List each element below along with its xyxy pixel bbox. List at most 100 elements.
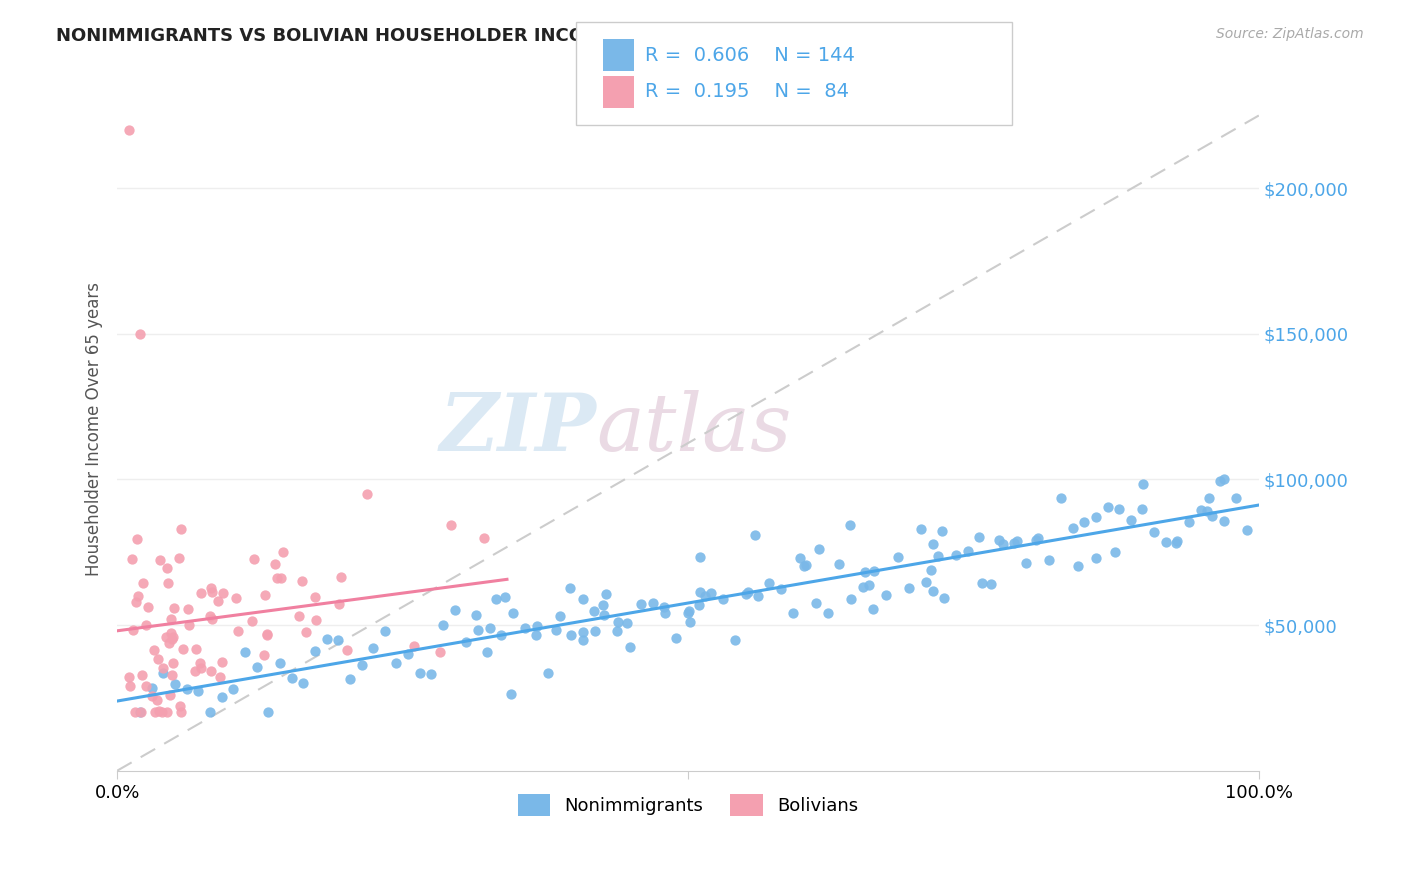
Point xyxy=(177,602,200,616)
Point xyxy=(131,706,153,720)
Point xyxy=(494,590,516,604)
Point xyxy=(491,628,513,642)
Point xyxy=(723,633,745,648)
Point xyxy=(160,612,183,626)
Point xyxy=(652,600,675,615)
Point xyxy=(991,537,1014,551)
Point xyxy=(200,609,222,624)
Point xyxy=(170,706,193,720)
Point xyxy=(1097,500,1119,514)
Point xyxy=(558,582,581,596)
Point xyxy=(374,624,396,638)
Point xyxy=(583,624,606,638)
Point xyxy=(695,590,717,604)
Point xyxy=(456,634,478,648)
Point xyxy=(330,570,353,584)
Point xyxy=(1007,533,1029,548)
Point xyxy=(1132,476,1154,491)
Point xyxy=(744,528,766,542)
Y-axis label: Householder Income Over 65 years: Householder Income Over 65 years xyxy=(86,282,103,575)
Point xyxy=(156,561,179,575)
Point xyxy=(409,666,432,681)
Point xyxy=(162,656,184,670)
Point xyxy=(945,548,967,562)
Point xyxy=(129,326,152,341)
Point xyxy=(747,589,769,603)
Point xyxy=(169,551,191,566)
Point xyxy=(1067,559,1090,574)
Point xyxy=(253,648,276,663)
Point xyxy=(184,664,207,678)
Point xyxy=(1084,551,1107,566)
Point xyxy=(160,632,183,647)
Point xyxy=(264,558,287,572)
Point xyxy=(886,550,908,565)
Point xyxy=(131,667,153,681)
Point xyxy=(125,532,148,546)
Point xyxy=(793,559,815,574)
Point xyxy=(828,558,851,572)
Point xyxy=(356,486,378,500)
Point xyxy=(467,623,489,637)
Point xyxy=(593,607,616,622)
Point xyxy=(1025,533,1047,547)
Point xyxy=(162,630,184,644)
Point xyxy=(1073,515,1095,529)
Point xyxy=(737,585,759,599)
Point xyxy=(440,518,463,533)
Point xyxy=(544,624,567,638)
Point xyxy=(287,609,309,624)
Point xyxy=(404,640,426,654)
Point xyxy=(927,549,949,564)
Point xyxy=(339,672,361,686)
Point xyxy=(315,632,337,647)
Point xyxy=(1166,534,1188,549)
Point xyxy=(146,652,169,666)
Point xyxy=(124,706,146,720)
Point xyxy=(141,689,163,703)
Point xyxy=(169,523,191,537)
Point xyxy=(212,586,235,600)
Point xyxy=(240,614,263,628)
Point xyxy=(117,123,139,137)
Point xyxy=(177,618,200,632)
Point xyxy=(592,599,614,613)
Point xyxy=(118,679,141,693)
Point xyxy=(807,541,830,556)
Point xyxy=(678,604,700,618)
Point xyxy=(443,603,465,617)
Point xyxy=(201,612,224,626)
Point xyxy=(875,588,897,602)
Point xyxy=(689,550,711,565)
Text: NONIMMIGRANTS VS BOLIVIAN HOUSEHOLDER INCOME OVER 65 YEARS CORRELATION CHART: NONIMMIGRANTS VS BOLIVIAN HOUSEHOLDER IN… xyxy=(56,27,1000,45)
Point xyxy=(537,665,560,680)
Point xyxy=(350,657,373,672)
Point xyxy=(156,706,179,720)
Point xyxy=(758,575,780,590)
Point xyxy=(1143,524,1166,539)
Point xyxy=(159,688,181,702)
Point xyxy=(921,537,943,551)
Point xyxy=(582,604,605,618)
Point xyxy=(211,690,233,705)
Point xyxy=(676,606,699,620)
Point xyxy=(143,706,166,720)
Point xyxy=(201,585,224,599)
Point xyxy=(689,585,711,599)
Point xyxy=(931,524,953,538)
Point xyxy=(862,601,884,615)
Point xyxy=(361,640,384,655)
Point xyxy=(156,576,179,591)
Point xyxy=(922,584,945,599)
Point xyxy=(1130,501,1153,516)
Point xyxy=(143,642,166,657)
Point xyxy=(280,671,302,685)
Text: R =  0.606    N = 144: R = 0.606 N = 144 xyxy=(645,45,855,65)
Point xyxy=(305,614,328,628)
Point xyxy=(273,545,295,559)
Point xyxy=(987,533,1010,547)
Point xyxy=(163,601,186,615)
Point xyxy=(121,551,143,566)
Point xyxy=(619,640,641,654)
Point xyxy=(571,625,593,640)
